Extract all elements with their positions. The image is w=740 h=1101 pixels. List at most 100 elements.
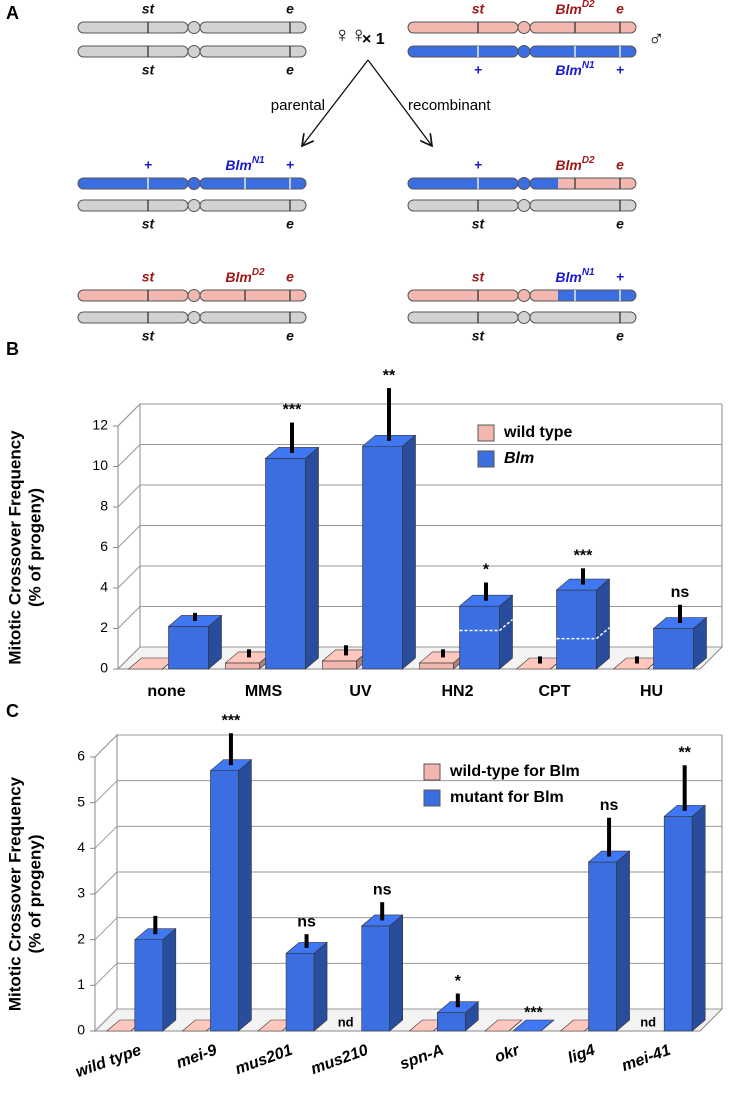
locus-label: BlmD2 bbox=[555, 0, 595, 17]
bar-side bbox=[691, 804, 706, 1032]
locus-label: st bbox=[142, 216, 156, 232]
x-tick-label: mei-9 bbox=[174, 1042, 219, 1072]
chromosome bbox=[77, 289, 307, 302]
bar-side bbox=[162, 928, 177, 1032]
allele-superscript: D2 bbox=[582, 155, 595, 166]
legend-swatch bbox=[423, 789, 441, 807]
legend-swatch bbox=[423, 763, 441, 781]
significance-label: *** bbox=[524, 1005, 543, 1022]
centromere bbox=[517, 199, 531, 212]
y-tick-label: 2 bbox=[100, 619, 108, 635]
legend-label: wild type bbox=[503, 424, 573, 441]
chromosome-outline bbox=[529, 311, 637, 324]
x-tick-label: CPT bbox=[539, 683, 571, 700]
centromere bbox=[517, 311, 531, 324]
chromosome-arm bbox=[530, 22, 636, 33]
locus-label: + bbox=[616, 269, 624, 285]
chromosome-outline bbox=[199, 311, 307, 324]
chromosome-outline bbox=[529, 177, 637, 190]
locus-label: st bbox=[142, 328, 156, 344]
bar bbox=[663, 816, 693, 1032]
locus-name: Blm bbox=[555, 269, 581, 285]
x-tick-label: HU bbox=[640, 683, 663, 700]
cross-label: × 1 bbox=[362, 31, 385, 48]
chromosome bbox=[407, 45, 637, 58]
x-tick-label: spn-A bbox=[398, 1042, 446, 1073]
locus-label: e bbox=[286, 1, 294, 17]
x-tick-label: mus210 bbox=[309, 1042, 371, 1078]
allele-superscript: D2 bbox=[252, 267, 265, 278]
centromere bbox=[517, 21, 531, 34]
grid-line bbox=[94, 917, 118, 941]
grid-line bbox=[94, 825, 118, 849]
chromosome-outline bbox=[529, 289, 637, 302]
centromere bbox=[187, 21, 201, 34]
locus-label: e bbox=[286, 216, 294, 232]
significance-label: * bbox=[483, 562, 490, 579]
y-tick-label: 4 bbox=[100, 579, 108, 595]
outcome-label: recombinant bbox=[408, 97, 491, 114]
bar bbox=[210, 770, 239, 1032]
bar-side bbox=[208, 614, 222, 670]
locus-label: BlmN1 bbox=[555, 267, 595, 285]
chromosome bbox=[77, 311, 307, 324]
chromosome-outline bbox=[199, 21, 307, 34]
chromosome-arm bbox=[407, 199, 519, 212]
bar-side bbox=[402, 434, 416, 670]
locus-label: + bbox=[474, 62, 482, 78]
locus-label: e bbox=[616, 328, 624, 344]
grid-line bbox=[117, 646, 141, 670]
centromere bbox=[187, 311, 201, 324]
panel-label: B bbox=[6, 339, 19, 359]
grid-line bbox=[117, 484, 141, 508]
grid-line bbox=[117, 403, 141, 427]
legend-swatch bbox=[477, 424, 495, 442]
x-tick-label: HN2 bbox=[441, 683, 473, 700]
value-label: nd bbox=[338, 1014, 354, 1029]
bar bbox=[285, 953, 315, 1032]
significance-label: * bbox=[455, 973, 462, 990]
chromosome-arm bbox=[200, 200, 306, 211]
x-tick-label: UV bbox=[349, 683, 372, 700]
grid-line bbox=[117, 444, 141, 467]
female-symbol: ♀♀ bbox=[334, 22, 367, 47]
allele-superscript: D2 bbox=[582, 0, 595, 10]
bar bbox=[362, 445, 403, 670]
chromosome-outline bbox=[199, 177, 307, 190]
legend-swatch bbox=[477, 450, 495, 468]
centromere bbox=[517, 177, 531, 190]
legend-label: wild-type for Blm bbox=[449, 763, 580, 780]
y-tick-label: 8 bbox=[100, 498, 108, 514]
locus-name: Blm bbox=[555, 157, 581, 173]
chromosome-arm bbox=[530, 46, 636, 57]
locus-label: BlmD2 bbox=[225, 267, 265, 285]
chromosome-segment bbox=[558, 178, 630, 189]
arrow bbox=[302, 59, 369, 146]
chromosome bbox=[407, 311, 637, 324]
locus-label: e bbox=[616, 216, 624, 232]
bar bbox=[361, 925, 390, 1032]
y-axis-label: Mitotic Crossover Frequency bbox=[5, 430, 24, 665]
chromosome-arm bbox=[530, 200, 636, 211]
bar bbox=[653, 628, 694, 670]
locus-label: e bbox=[286, 269, 294, 285]
x-tick-label: mei-41 bbox=[620, 1042, 674, 1075]
chromosome-arm bbox=[407, 311, 519, 324]
chromosome-arm bbox=[77, 21, 189, 34]
chromosome bbox=[77, 21, 307, 34]
bar-side bbox=[313, 941, 328, 1032]
locus-name: Blm bbox=[555, 62, 581, 78]
chromosome-arm bbox=[407, 289, 519, 302]
y-tick-label: 12 bbox=[92, 417, 108, 433]
centromere bbox=[187, 177, 201, 190]
arrow bbox=[367, 59, 432, 146]
y-tick-label: 0 bbox=[77, 1022, 85, 1038]
significance-label: ns bbox=[671, 584, 690, 601]
locus-label: + bbox=[616, 62, 624, 78]
chromosome-arm bbox=[200, 22, 306, 33]
chromosome bbox=[77, 45, 307, 58]
bar-side bbox=[305, 446, 319, 670]
chromosome-segment bbox=[624, 290, 636, 301]
x-tick-label: mus201 bbox=[233, 1042, 295, 1078]
